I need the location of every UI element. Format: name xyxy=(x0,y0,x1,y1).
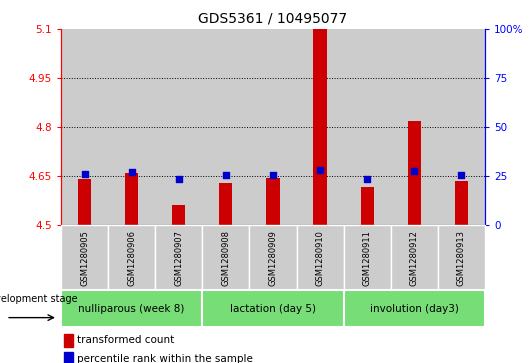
Bar xyxy=(267,178,279,225)
Text: GSM1280908: GSM1280908 xyxy=(222,230,231,286)
Text: GSM1280906: GSM1280906 xyxy=(127,230,136,286)
Bar xyxy=(202,29,250,225)
Text: GSM1280905: GSM1280905 xyxy=(80,230,89,286)
Bar xyxy=(250,29,296,225)
FancyBboxPatch shape xyxy=(250,225,296,290)
Bar xyxy=(61,29,108,225)
Point xyxy=(316,167,324,173)
Bar xyxy=(172,205,185,225)
Text: GSM1280909: GSM1280909 xyxy=(269,230,277,286)
Bar xyxy=(219,183,233,225)
Point xyxy=(222,172,230,178)
Bar xyxy=(455,181,468,225)
Bar xyxy=(64,334,73,347)
FancyBboxPatch shape xyxy=(61,290,202,327)
FancyBboxPatch shape xyxy=(391,225,438,290)
FancyBboxPatch shape xyxy=(438,225,485,290)
Point xyxy=(127,169,136,175)
Point xyxy=(269,172,277,178)
Bar xyxy=(108,29,155,225)
Text: nulliparous (week 8): nulliparous (week 8) xyxy=(78,303,185,314)
Text: development stage: development stage xyxy=(0,294,78,305)
Point xyxy=(174,176,183,182)
Bar xyxy=(408,121,421,225)
Text: lactation (day 5): lactation (day 5) xyxy=(230,303,316,314)
Bar xyxy=(78,179,91,225)
Bar xyxy=(343,29,391,225)
Text: GSM1280910: GSM1280910 xyxy=(315,230,324,286)
Bar xyxy=(438,29,485,225)
FancyBboxPatch shape xyxy=(108,225,155,290)
Text: percentile rank within the sample: percentile rank within the sample xyxy=(77,354,253,363)
FancyBboxPatch shape xyxy=(202,290,343,327)
FancyBboxPatch shape xyxy=(343,290,485,327)
Title: GDS5361 / 10495077: GDS5361 / 10495077 xyxy=(198,11,348,25)
FancyBboxPatch shape xyxy=(296,225,343,290)
Bar xyxy=(64,352,73,363)
Text: GSM1280913: GSM1280913 xyxy=(457,230,466,286)
Bar xyxy=(360,187,374,225)
FancyBboxPatch shape xyxy=(61,225,108,290)
FancyBboxPatch shape xyxy=(155,225,202,290)
Point xyxy=(80,171,89,177)
Bar xyxy=(391,29,438,225)
Text: transformed count: transformed count xyxy=(77,335,174,346)
Text: GSM1280911: GSM1280911 xyxy=(363,230,372,286)
FancyBboxPatch shape xyxy=(202,225,250,290)
Bar xyxy=(155,29,202,225)
Text: GSM1280912: GSM1280912 xyxy=(410,230,419,286)
Point xyxy=(363,176,372,182)
Bar xyxy=(125,173,138,225)
Bar xyxy=(296,29,343,225)
Point xyxy=(410,168,419,174)
Text: GSM1280907: GSM1280907 xyxy=(174,230,183,286)
Point xyxy=(457,172,466,178)
FancyBboxPatch shape xyxy=(343,225,391,290)
Text: involution (day3): involution (day3) xyxy=(370,303,459,314)
Bar xyxy=(313,29,326,225)
